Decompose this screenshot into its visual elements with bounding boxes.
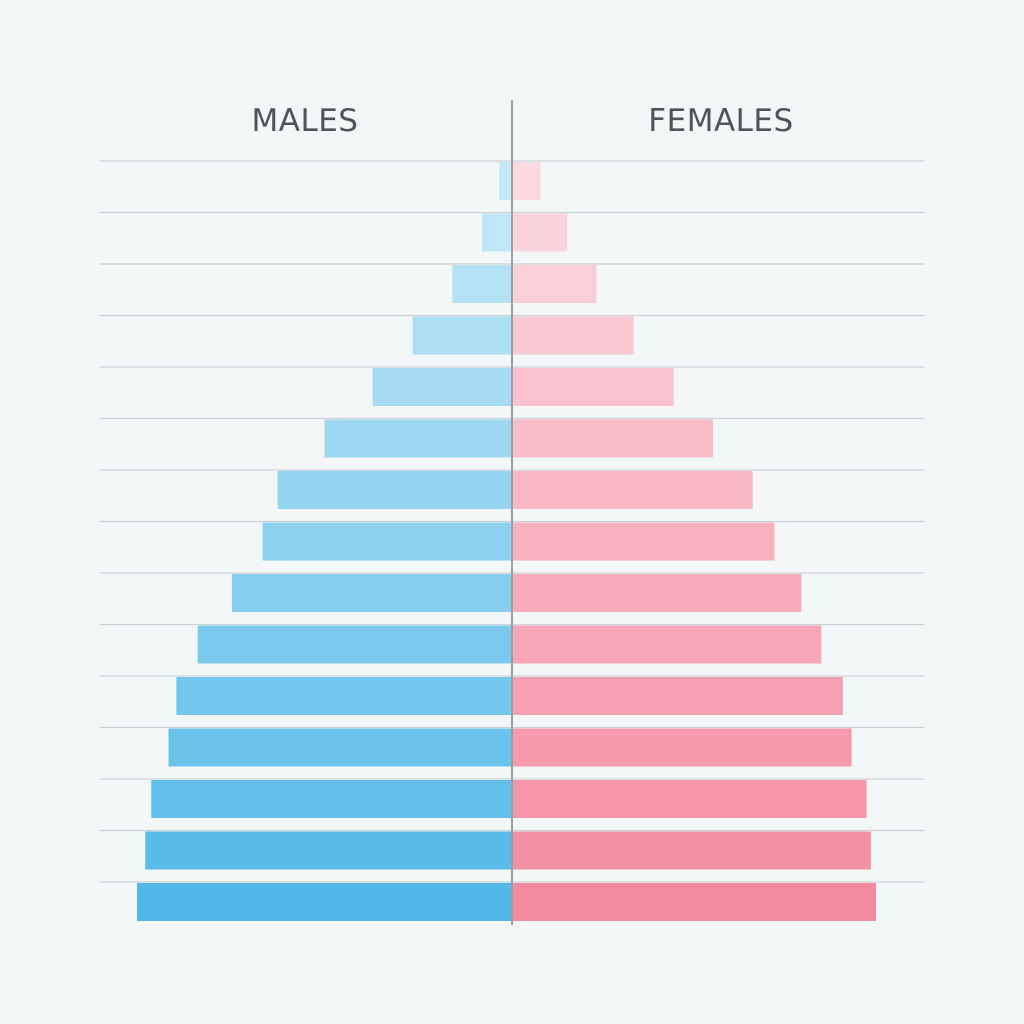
- female-bar: [512, 625, 822, 664]
- male-bar: [137, 883, 512, 921]
- female-bar: [512, 213, 568, 252]
- male-bar: [231, 574, 512, 612]
- male-bars: [137, 162, 512, 921]
- female-bar: [512, 883, 876, 921]
- male-bar: [176, 677, 512, 715]
- female-bar: [512, 368, 674, 406]
- males-header: MALES: [252, 103, 359, 139]
- male-bar: [277, 471, 512, 509]
- female-bar: [512, 316, 634, 355]
- male-bar: [324, 419, 512, 458]
- female-bar: [512, 831, 871, 870]
- male-bar: [151, 780, 512, 818]
- male-bar: [452, 265, 512, 303]
- female-bar: [512, 522, 775, 561]
- female-bar: [512, 677, 843, 715]
- female-bar: [512, 780, 867, 818]
- male-bar: [145, 831, 512, 870]
- female-bar: [512, 471, 753, 509]
- male-bar: [168, 728, 512, 767]
- female-bar: [512, 574, 802, 612]
- male-bar: [412, 316, 512, 355]
- male-bar: [197, 625, 512, 664]
- females-header: FEMALES: [648, 103, 793, 139]
- female-bars: [512, 162, 876, 921]
- male-bar: [499, 162, 512, 200]
- male-bar: [372, 368, 512, 406]
- male-bar: [482, 213, 512, 252]
- female-bar: [512, 162, 541, 200]
- male-bar: [262, 522, 512, 561]
- female-bar: [512, 419, 713, 458]
- female-bar: [512, 265, 597, 303]
- female-bar: [512, 728, 852, 767]
